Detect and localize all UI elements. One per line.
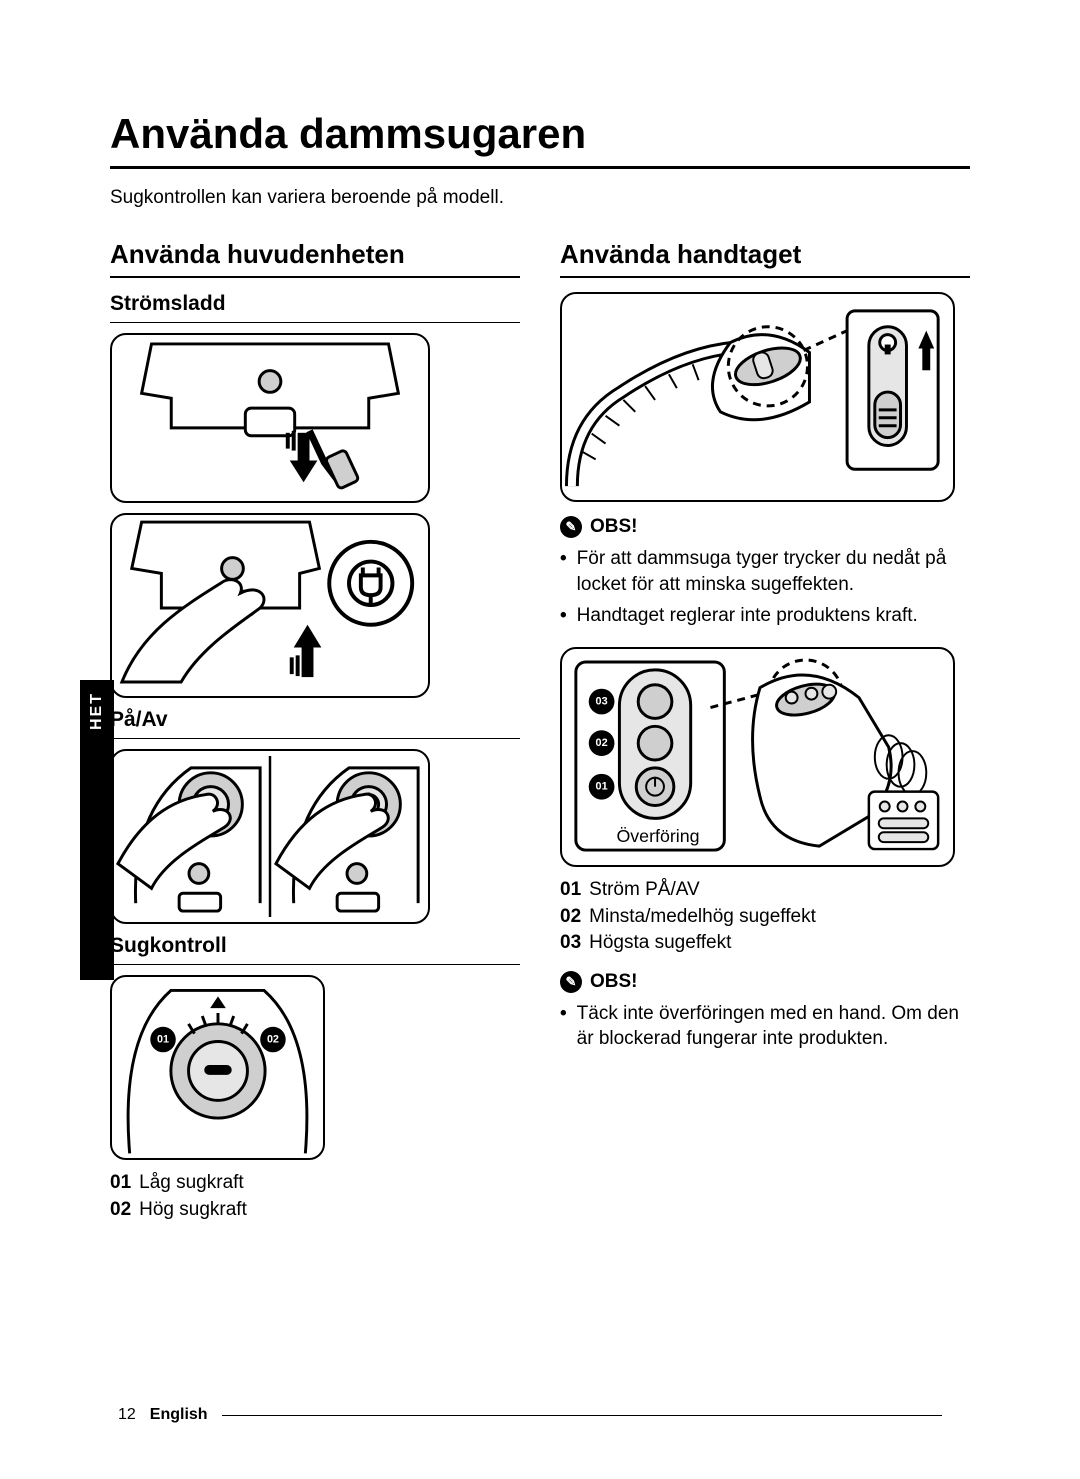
side-tab: HET bbox=[80, 680, 114, 980]
section-rule-3 bbox=[110, 964, 520, 965]
figure-power-cord-pull bbox=[110, 333, 430, 503]
handle-buttons-svg: 03 02 01 Överföring bbox=[562, 647, 953, 867]
badge-01: 01 bbox=[157, 1034, 169, 1046]
side-tab-label: HET bbox=[88, 692, 106, 730]
legend-text: Högsta sugeffekt bbox=[589, 930, 731, 957]
title-rule bbox=[110, 166, 970, 169]
legend-num: 02 bbox=[110, 1197, 131, 1224]
legend-num: 03 bbox=[560, 930, 581, 957]
legend-row: 01 Låg sugkraft bbox=[110, 1170, 520, 1197]
page-title: Använda dammsugaren bbox=[110, 110, 970, 158]
section-on-off-title: På/Av bbox=[110, 708, 520, 732]
intro-text: Sugkontrollen kan variera beroende på mo… bbox=[110, 187, 970, 209]
legend-num: 01 bbox=[110, 1170, 131, 1197]
cord-retract-svg bbox=[112, 513, 428, 698]
figure-handle-slider bbox=[560, 292, 955, 502]
legend-text: Hög sugkraft bbox=[139, 1197, 247, 1224]
note-icon: ✎ bbox=[560, 516, 582, 538]
note-icon: ✎ bbox=[560, 971, 582, 993]
note-text: Handtaget reglerar inte produktens kraft… bbox=[577, 603, 918, 629]
note-text: Täck inte överföringen med en hand. Om d… bbox=[577, 1001, 970, 1052]
legend-text: Ström PÅ/AV bbox=[589, 877, 700, 904]
badge-03: 03 bbox=[596, 695, 608, 707]
right-heading: Använda handtaget bbox=[560, 239, 970, 270]
legend-num: 01 bbox=[560, 877, 581, 904]
language-label: English bbox=[150, 1406, 208, 1424]
legend-row: 01 Ström PÅ/AV bbox=[560, 877, 970, 904]
note-item: Täck inte överföringen med en hand. Om d… bbox=[560, 1001, 970, 1052]
left-heading: Använda huvudenheten bbox=[110, 239, 520, 270]
obs-label: OBS! bbox=[590, 516, 638, 538]
handle-legend: 01 Ström PÅ/AV 02 Minsta/medelhög sugeff… bbox=[560, 877, 970, 957]
footer-rule bbox=[222, 1415, 942, 1416]
figure-suction-control: 01 02 bbox=[110, 975, 325, 1160]
suction-legend: 01 Låg sugkraft 02 Hög sugkraft bbox=[110, 1170, 520, 1223]
section-rule-2 bbox=[110, 738, 520, 739]
page-footer: 12 English bbox=[118, 1406, 942, 1424]
suction-control-svg: 01 02 bbox=[112, 975, 323, 1160]
note-item: För att dammsuga tyger trycker du nedåt … bbox=[560, 546, 970, 597]
power-cord-pull-svg bbox=[112, 333, 428, 503]
legend-row: 03 Högsta sugeffekt bbox=[560, 930, 970, 957]
transfer-caption: Överföring bbox=[616, 826, 699, 846]
legend-num: 02 bbox=[560, 904, 581, 931]
figure-handle-buttons: 03 02 01 Överföring bbox=[560, 647, 955, 867]
badge-02: 02 bbox=[596, 737, 608, 749]
notes-list-1: För att dammsuga tyger trycker du nedåt … bbox=[560, 546, 970, 629]
page-number: 12 bbox=[118, 1406, 136, 1424]
legend-row: 02 Minsta/medelhög sugeffekt bbox=[560, 904, 970, 931]
section-suction-title: Sugkontroll bbox=[110, 934, 520, 958]
two-column-layout: Använda huvudenheten Strömsladd bbox=[110, 239, 970, 1223]
badge-01: 01 bbox=[596, 781, 608, 793]
obs-label: OBS! bbox=[590, 971, 638, 993]
left-heading-rule bbox=[110, 276, 520, 278]
legend-text: Låg sugkraft bbox=[139, 1170, 244, 1197]
note-item: Handtaget reglerar inte produktens kraft… bbox=[560, 603, 970, 629]
manual-page: HET Använda dammsugaren Sugkontrollen ka… bbox=[0, 0, 1080, 1479]
right-column: Använda handtaget bbox=[560, 239, 970, 1223]
left-column: Använda huvudenheten Strömsladd bbox=[110, 239, 520, 1223]
figure-cord-retract bbox=[110, 513, 430, 698]
section-power-cord-title: Strömsladd bbox=[110, 292, 520, 316]
right-heading-rule bbox=[560, 276, 970, 278]
notes-list-2: Täck inte överföringen med en hand. Om d… bbox=[560, 1001, 970, 1052]
note-text: För att dammsuga tyger trycker du nedåt … bbox=[577, 546, 970, 597]
on-off-svg bbox=[112, 749, 428, 924]
legend-row: 02 Hög sugkraft bbox=[110, 1197, 520, 1224]
legend-text: Minsta/medelhög sugeffekt bbox=[589, 904, 816, 931]
obs-row-1: ✎ OBS! bbox=[560, 516, 970, 538]
section-rule bbox=[110, 322, 520, 323]
obs-row-2: ✎ OBS! bbox=[560, 971, 970, 993]
handle-slider-svg bbox=[562, 292, 953, 502]
figure-on-off bbox=[110, 749, 430, 924]
badge-02: 02 bbox=[267, 1034, 279, 1046]
